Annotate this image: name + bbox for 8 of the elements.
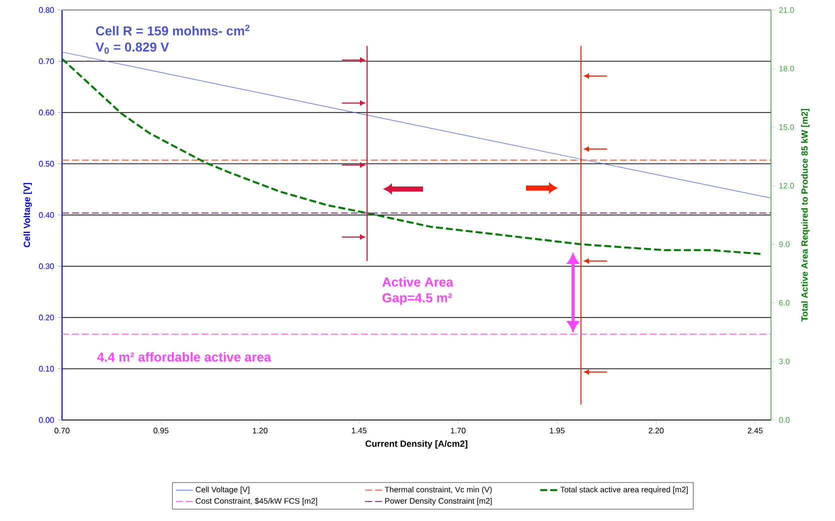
annotation: 4.4 m² affordable active area bbox=[97, 352, 272, 362]
y-axis-title: Cell Voltage [V] bbox=[23, 182, 32, 248]
annotation: Cell R = 159 mohms- cm$^{2}$ bbox=[96, 24, 250, 36]
annotation: V$_{0}$ = 0.829 V bbox=[96, 42, 169, 54]
annotation: Gap=4.5 m² bbox=[382, 293, 452, 305]
annotation: Active Area bbox=[382, 277, 454, 287]
x-axis-title: Current Density [A/cm2] bbox=[366, 440, 468, 449]
y2-axis-title: Total Active Area Required to Produce 85 kW [m2] bbox=[801, 108, 810, 322]
